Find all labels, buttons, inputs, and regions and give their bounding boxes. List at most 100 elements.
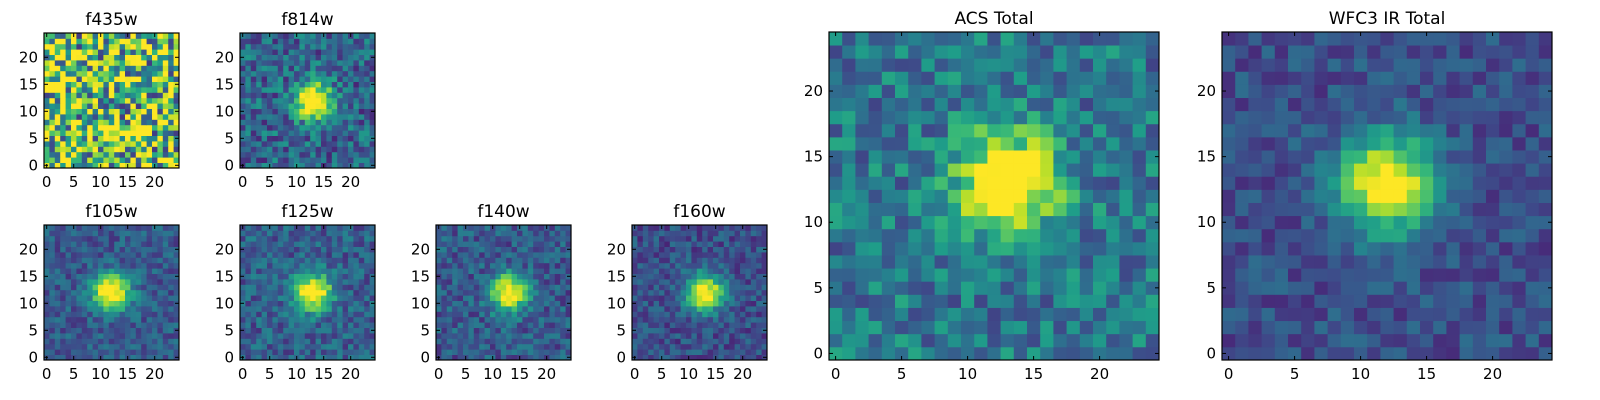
pixel-cell xyxy=(648,230,654,237)
pixel-cell xyxy=(1393,333,1408,348)
pixel-cell xyxy=(114,316,120,323)
pixel-cell xyxy=(495,311,502,318)
pixel-cell xyxy=(921,281,935,295)
pixel-cell xyxy=(173,119,180,126)
pixel-cell xyxy=(446,311,453,318)
pixel-cell xyxy=(310,289,316,296)
pixel-cell xyxy=(441,300,448,307)
pixel-cell xyxy=(881,228,896,243)
pixel-cell xyxy=(60,300,66,307)
pixel-cell xyxy=(119,235,126,242)
pixel-cell xyxy=(718,300,725,307)
pixel-cell xyxy=(288,300,295,307)
pixel-cell xyxy=(277,235,284,242)
pixel-cell xyxy=(92,343,99,350)
pixel-cell xyxy=(490,295,496,301)
pixel-cell xyxy=(974,163,988,177)
pixel-cell xyxy=(761,333,768,339)
pixel-cell xyxy=(342,246,349,253)
pixel-cell xyxy=(691,289,698,296)
pixel-cell xyxy=(342,343,349,350)
pixel-cell xyxy=(1222,241,1236,256)
pixel-cell xyxy=(60,262,66,269)
pixel-cell xyxy=(92,65,99,72)
pixel-cell xyxy=(549,273,556,280)
pixel-cell xyxy=(452,246,458,253)
pixel-cell xyxy=(961,123,975,138)
pixel-cell xyxy=(961,294,975,308)
pixel-cell xyxy=(369,146,376,153)
pixel-cell xyxy=(691,343,698,350)
pixel-cell xyxy=(60,33,66,39)
pixel-cell xyxy=(261,230,268,237)
pixel-cell xyxy=(304,87,311,93)
pixel-cell xyxy=(686,295,692,301)
x-tick-label: 5 xyxy=(265,173,275,191)
pixel-cell xyxy=(87,114,93,120)
pixel-cell xyxy=(1132,189,1147,203)
pixel-cell xyxy=(152,289,158,296)
pixel-cell xyxy=(49,103,56,109)
pixel-cell xyxy=(256,119,262,126)
pixel-cell xyxy=(44,343,50,350)
pixel-cell xyxy=(315,146,322,153)
pixel-cell xyxy=(881,215,896,230)
pixel-cell xyxy=(65,146,72,153)
pixel-cell xyxy=(119,70,126,77)
pixel-cell xyxy=(457,300,464,307)
pixel-cell xyxy=(921,241,935,256)
pixel-cell xyxy=(288,262,295,269)
pixel-cell xyxy=(162,252,169,258)
pixel-cell xyxy=(1132,45,1147,59)
pixel-cell xyxy=(65,135,72,142)
pixel-cell xyxy=(168,235,174,242)
pixel-cell xyxy=(691,235,698,242)
pixel-cell xyxy=(1499,215,1513,230)
pixel-cell xyxy=(162,135,169,142)
pixel-cell xyxy=(304,65,311,72)
pixel-cell xyxy=(549,300,556,307)
pixel-cell xyxy=(331,157,338,163)
pixel-cell xyxy=(1079,84,1094,98)
pixel-cell xyxy=(54,92,61,99)
pixel-cell xyxy=(130,76,137,82)
pixel-cell xyxy=(1380,215,1394,230)
pixel-cell xyxy=(1472,268,1487,282)
pixel-cell xyxy=(125,349,131,355)
pixel-cell xyxy=(119,151,126,158)
pixel-cell xyxy=(1367,202,1381,217)
pixel-cell xyxy=(908,228,922,243)
pixel-cell xyxy=(310,273,316,280)
pixel-cell xyxy=(250,338,257,345)
pixel-cell xyxy=(642,257,649,264)
pixel-cell xyxy=(364,225,370,231)
pixel-cell xyxy=(527,252,534,258)
pixel-cell xyxy=(522,262,529,269)
pixel-cell xyxy=(1499,346,1513,361)
pixel-cell xyxy=(141,252,147,258)
pixel-cell xyxy=(76,54,83,61)
pixel-cell xyxy=(299,135,306,142)
pixel-cell xyxy=(342,124,349,131)
pixel-cell xyxy=(81,246,88,253)
pixel-cell xyxy=(44,151,50,158)
pixel-cell xyxy=(842,32,856,46)
pixel-cell xyxy=(267,76,273,82)
pixel-cell xyxy=(691,322,698,328)
pixel-cell xyxy=(173,124,180,131)
pixel-cell xyxy=(745,343,752,350)
pixel-cell xyxy=(283,230,289,237)
pixel-cell xyxy=(961,84,975,98)
pixel-cell xyxy=(331,108,338,115)
pixel-cell xyxy=(675,252,681,258)
pixel-cell xyxy=(141,157,147,163)
pixel-cell xyxy=(718,306,725,312)
pixel-cell xyxy=(632,349,638,355)
pixel-cell xyxy=(1354,202,1368,217)
pixel-cell xyxy=(680,257,687,264)
pixel-cell xyxy=(1354,215,1368,230)
pixel-cell xyxy=(364,230,370,237)
pixel-cell xyxy=(342,33,349,39)
pixel-cell xyxy=(261,65,268,72)
pixel-cell xyxy=(98,103,104,109)
